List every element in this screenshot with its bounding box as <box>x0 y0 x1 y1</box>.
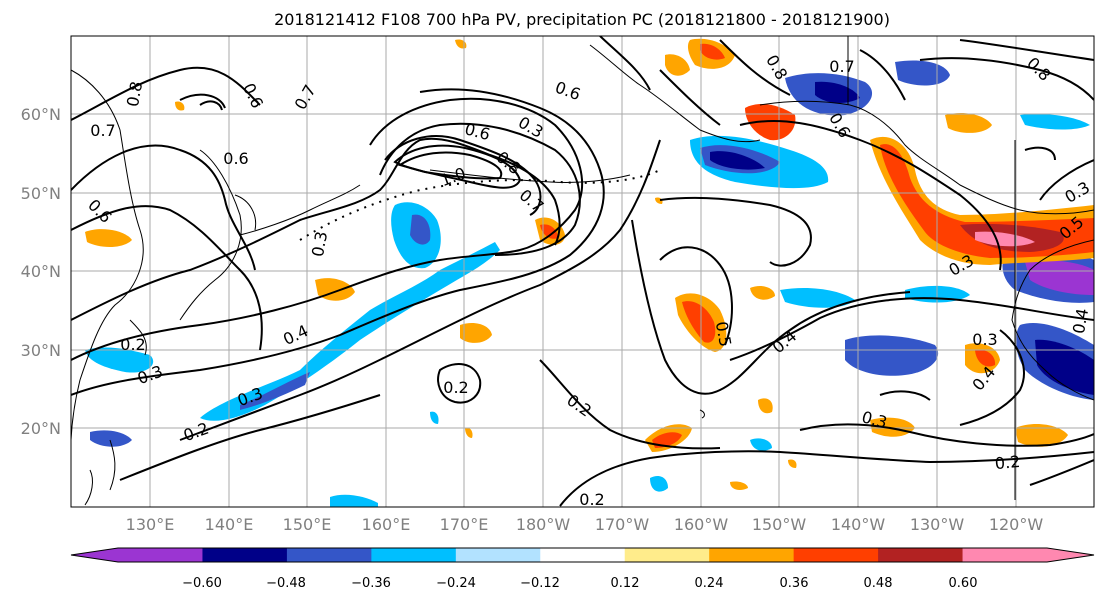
lon-label: 130°W <box>910 515 965 534</box>
colorbar-tick-label: 0.60 <box>949 576 978 591</box>
colorbar-tick-label: 0.36 <box>780 576 809 591</box>
colorbar-cell <box>962 548 1048 562</box>
lat-label: 50°N <box>21 184 61 203</box>
lon-label: 170°E <box>440 515 489 534</box>
lat-label: 30°N <box>21 341 61 360</box>
lon-label: 130°E <box>126 515 175 534</box>
colorbar-outline <box>70 547 1095 563</box>
colorbar-tick-label: 0.48 <box>864 576 893 591</box>
lat-label: 20°N <box>21 419 61 438</box>
lon-label: 150°E <box>283 515 332 534</box>
colorbar-tick-label: −0.48 <box>266 576 306 591</box>
colorbar-cell <box>540 548 626 562</box>
dashed-boundary <box>299 169 661 241</box>
latitude-labels: 60°N 50°N 40°N 30°N 20°N <box>21 105 61 438</box>
lon-label: 150°W <box>752 515 807 534</box>
lon-label: 120°W <box>989 515 1044 534</box>
map-panel: 0.8 0.6 0.7 0.7 0.6 0.6 0.6 0.3 0.6 0.8 … <box>71 36 1094 509</box>
colorbar-cell <box>624 548 710 562</box>
colorbar-tick-label: −0.60 <box>182 576 222 591</box>
map-frame <box>70 35 1095 508</box>
colorbar-cell <box>202 548 288 562</box>
colorbar-cell <box>793 548 879 562</box>
colorbar-cell <box>286 548 372 562</box>
lon-label: 180°W <box>516 515 571 534</box>
colorbar-tick-label: −0.36 <box>351 576 391 591</box>
precip-positive-areas <box>85 38 1094 490</box>
longitude-labels: 130°E 140°E 150°E 160°E 170°E 180°W 170°… <box>126 515 1044 534</box>
contour-label: 0.4 <box>1069 307 1092 335</box>
contour-label: 0.7 <box>90 121 115 140</box>
contour-label: 0.3 <box>308 230 331 258</box>
colorbar-cell <box>455 548 541 562</box>
contour-label: 0.7 <box>829 57 854 76</box>
colorbar-tick-label: −0.24 <box>436 576 476 591</box>
colorbar-cell <box>709 548 795 562</box>
contour-label: 0.3 <box>972 330 997 349</box>
contour-label: 0.6 <box>223 149 248 168</box>
coastlines <box>71 36 1094 506</box>
graticule <box>71 36 1094 507</box>
contour-label: 0.2 <box>994 452 1021 473</box>
contour-label: 0.2 <box>443 378 468 397</box>
colorbar-cell <box>371 548 457 562</box>
colorbar-cell <box>878 548 964 562</box>
lon-label: 170°W <box>595 515 650 534</box>
contour-label: 0.8 <box>123 80 146 108</box>
lon-label: 140°W <box>831 515 886 534</box>
colorbar-tick-label: 0.24 <box>695 576 724 591</box>
colorbar-tick-label: 0.12 <box>611 576 640 591</box>
colorbar: −0.60 −0.48 −0.36 −0.24 −0.12 0.12 0.24 … <box>70 547 1095 591</box>
pv-contours <box>71 36 1094 507</box>
lon-label: 160°W <box>674 515 729 534</box>
contour-label: 0.2 <box>579 490 604 509</box>
lat-label: 60°N <box>21 105 61 124</box>
colorbar-tick-label: −0.12 <box>520 576 560 591</box>
lon-label: 140°E <box>205 515 254 534</box>
lat-label: 40°N <box>21 262 61 281</box>
contour-label: 0.2 <box>120 335 145 354</box>
colorbar-cell <box>118 548 203 562</box>
colorbar-extend-low <box>71 548 118 562</box>
colorbar-extend-high <box>1047 548 1094 562</box>
map-title: 2018121412 F108 700 hPa PV, precipitatio… <box>274 10 890 29</box>
lon-label: 160°E <box>362 515 411 534</box>
contour-label: 0.5 <box>712 320 735 348</box>
